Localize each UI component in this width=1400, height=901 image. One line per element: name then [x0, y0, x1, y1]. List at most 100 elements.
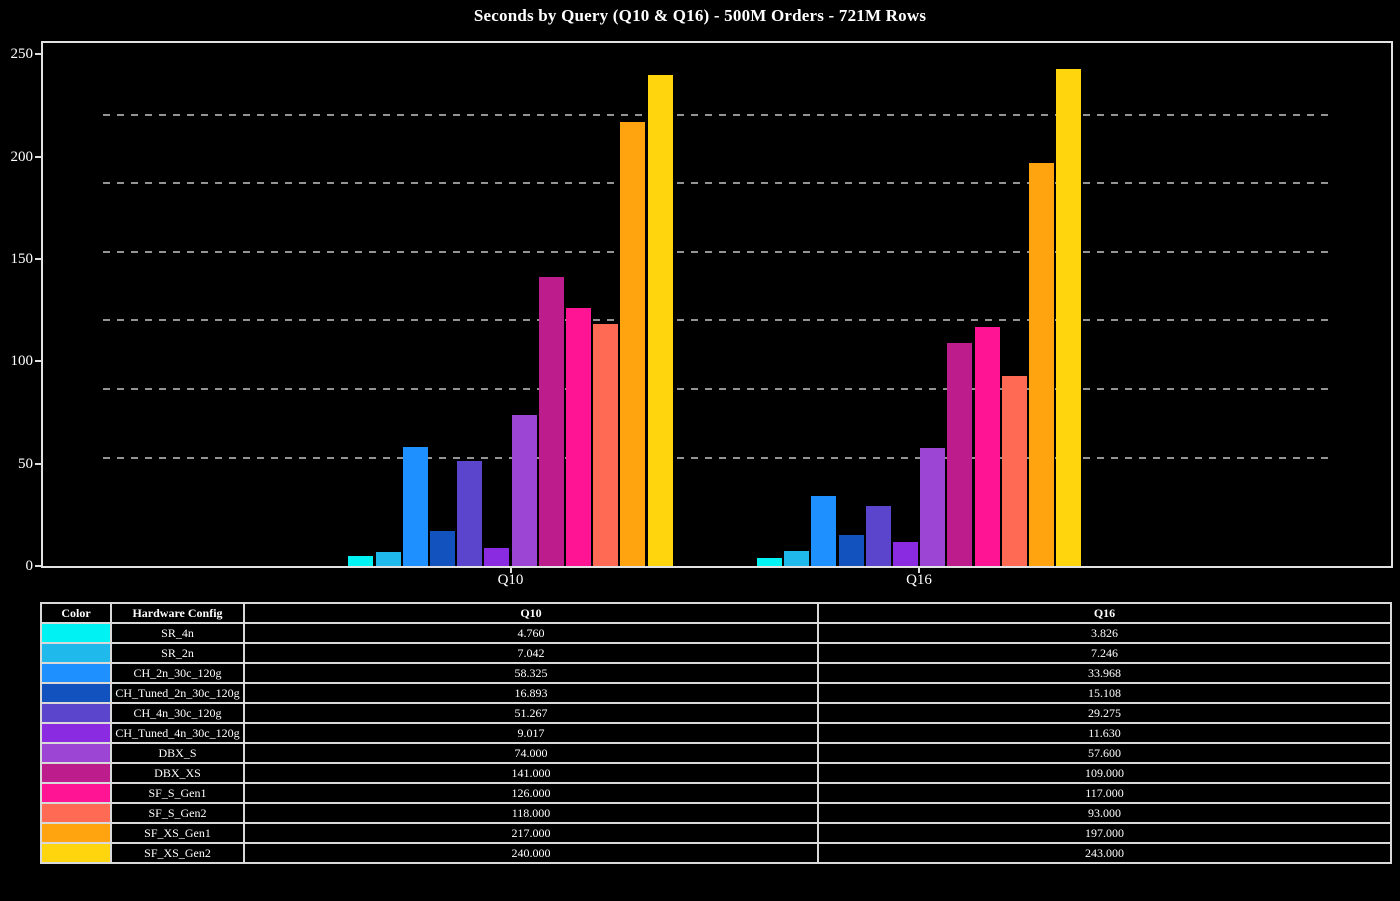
- bar-DBX_S-Q10: [511, 414, 537, 566]
- bar-SR_4n-Q16: [756, 558, 782, 566]
- q10-value: 74.000: [243, 742, 819, 764]
- q10-value: 240.000: [243, 842, 819, 864]
- q16-value: 93.000: [817, 802, 1392, 824]
- q10-value: 217.000: [243, 822, 819, 844]
- q10-value: 7.042: [243, 642, 819, 664]
- table-row-SF_S_Gen1: SF_S_Gen1 126.000 117.000: [40, 782, 1392, 804]
- bar-SR_2n-Q16: [784, 551, 810, 566]
- bar-CH_4n_30c_120g-Q10: [457, 461, 483, 566]
- q16-value: 57.600: [817, 742, 1392, 764]
- config-name: SF_S_Gen2: [110, 802, 245, 824]
- bar-CH_Tuned_2n_30c_120g-Q10: [430, 531, 455, 566]
- color-swatch-SF_XS_Gen2: [40, 842, 112, 864]
- color-swatch-SF_S_Gen1: [40, 782, 112, 804]
- q16-value: 15.108: [817, 682, 1392, 704]
- gridline: [103, 456, 1331, 459]
- bar-DBX_XS-Q10: [538, 277, 564, 566]
- bar-SR_2n-Q10: [375, 551, 401, 566]
- q16-value: 109.000: [817, 762, 1392, 784]
- y-axis-tick-mark: [35, 565, 42, 567]
- plot-area: [41, 41, 1393, 568]
- table-row-SF_S_Gen2: SF_S_Gen2 118.000 93.000: [40, 802, 1392, 824]
- config-name: SR_2n: [110, 642, 245, 664]
- table-row-DBX_XS: DBX_XS 141.000 109.000: [40, 762, 1392, 784]
- legend-table: Color Hardware Config Q10 Q16 SR_4n 4.760…: [40, 602, 1392, 864]
- q16-value: 117.000: [817, 782, 1392, 804]
- legend-table-header-row: Color Hardware Config Q10 Q16: [40, 602, 1392, 624]
- gridline: [103, 113, 1331, 116]
- y-axis-tick-label: 200: [10, 148, 34, 165]
- table-row-CH_4n_30c_120g: CH_4n_30c_120g 51.267 29.275: [40, 702, 1392, 724]
- config-name: CH_Tuned_4n_30c_120g: [110, 722, 245, 744]
- q16-value: 29.275: [817, 702, 1392, 724]
- q10-value: 141.000: [243, 762, 819, 784]
- q16-value: 11.630: [817, 722, 1392, 744]
- q10-value: 16.893: [243, 682, 819, 704]
- bar-CH_2n_30c_120g-Q16: [811, 496, 837, 566]
- bar-CH_2n_30c_120g-Q10: [402, 446, 428, 566]
- header-config: Hardware Config: [110, 602, 245, 624]
- q10-value: 58.325: [243, 662, 819, 684]
- q16-value: 7.246: [817, 642, 1392, 664]
- bar-SR_4n-Q10: [348, 556, 374, 566]
- y-axis-tick-label: 150: [10, 250, 34, 267]
- table-row-CH_Tuned_4n_30c_120g: CH_Tuned_4n_30c_120g 9.017 11.630: [40, 722, 1392, 744]
- y-axis-tick-label: 50: [18, 455, 33, 472]
- bar-SF_XS_Gen1-Q16: [1028, 162, 1054, 566]
- gridline: [103, 319, 1331, 322]
- config-name: CH_Tuned_2n_30c_120g: [110, 682, 245, 704]
- config-name: SF_XS_Gen2: [110, 842, 245, 864]
- color-swatch-SR_2n: [40, 642, 112, 664]
- header-color: Color: [40, 602, 112, 624]
- x-axis-tick-mark: [509, 567, 512, 573]
- config-name: DBX_XS: [110, 762, 245, 784]
- q16-value: 243.000: [817, 842, 1392, 864]
- bar-CH_Tuned_4n_30c_120g-Q16: [892, 542, 918, 566]
- header-q16: Q16: [817, 602, 1392, 624]
- color-swatch-CH_4n_30c_120g: [40, 702, 112, 724]
- config-name: CH_4n_30c_120g: [110, 702, 245, 724]
- table-row-SF_XS_Gen2: SF_XS_Gen2 240.000 243.000: [40, 842, 1392, 864]
- q10-value: 51.267: [243, 702, 819, 724]
- x-axis-tick-label: Q16: [906, 572, 932, 588]
- bar-SF_XS_Gen1-Q10: [620, 121, 646, 566]
- color-swatch-SF_S_Gen2: [40, 802, 112, 824]
- table-row-SF_XS_Gen1: SF_XS_Gen1 217.000 197.000: [40, 822, 1392, 844]
- color-swatch-SF_XS_Gen1: [40, 822, 112, 844]
- bar-CH_Tuned_2n_30c_120g-Q16: [838, 535, 864, 566]
- table-row-CH_Tuned_2n_30c_120g: CH_Tuned_2n_30c_120g 16.893 15.108: [40, 682, 1392, 704]
- q16-value: 33.968: [817, 662, 1392, 684]
- color-swatch-DBX_XS: [40, 762, 112, 784]
- q10-value: 9.017: [243, 722, 819, 744]
- header-q10: Q10: [243, 602, 819, 624]
- bar-DBX_S-Q16: [920, 448, 946, 566]
- bar-CH_Tuned_4n_30c_120g-Q10: [484, 547, 510, 566]
- config-name: SF_S_Gen1: [110, 782, 245, 804]
- y-axis-tick-mark: [35, 462, 42, 465]
- color-swatch-CH_Tuned_2n_30c_120g: [40, 682, 112, 704]
- color-swatch-SR_4n: [40, 622, 112, 644]
- bar-DBX_XS-Q16: [947, 342, 973, 566]
- y-axis-tick-label: 0: [25, 558, 34, 574]
- table-row-CH_2n_30c_120g: CH_2n_30c_120g 58.325 33.968: [40, 662, 1392, 684]
- bar-SF_XS_Gen2-Q16: [1056, 68, 1082, 566]
- y-axis-tick-mark: [35, 155, 42, 158]
- x-axis-tick-label: Q10: [497, 572, 524, 588]
- color-swatch-CH_Tuned_4n_30c_120g: [40, 722, 112, 744]
- color-swatch-DBX_S: [40, 742, 112, 764]
- config-name: SR_4n: [110, 622, 245, 644]
- q10-value: 4.760: [243, 622, 819, 644]
- table-row-SR_4n: SR_4n 4.760 3.826: [40, 622, 1392, 644]
- x-axis-tick-mark: [918, 567, 920, 573]
- q10-value: 118.000: [243, 802, 819, 824]
- y-axis-tick-mark: [35, 53, 42, 56]
- y-axis-tick-label: 250: [10, 46, 34, 63]
- table-row-DBX_S: DBX_S 74.000 57.600: [40, 742, 1392, 764]
- y-axis-tick-label: 100: [10, 353, 34, 370]
- bar-SF_S_Gen1-Q10: [566, 308, 591, 566]
- bar-SF_S_Gen2-Q16: [1001, 375, 1027, 566]
- q10-value: 126.000: [243, 782, 819, 804]
- color-swatch-CH_2n_30c_120g: [40, 662, 112, 684]
- config-name: DBX_S: [110, 742, 245, 764]
